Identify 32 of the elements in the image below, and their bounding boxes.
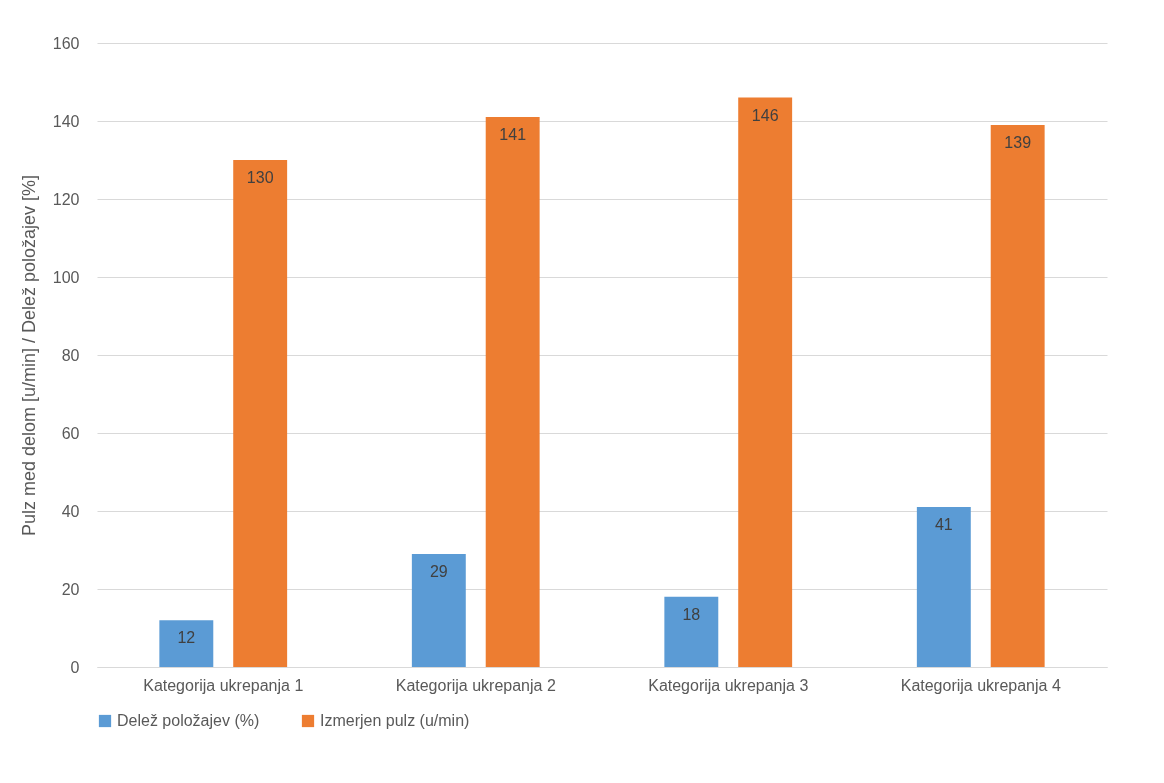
- data-label: 12: [177, 629, 196, 647]
- x-tick-label: Kategorija ukrepanja 3: [648, 676, 809, 694]
- data-label: 141: [499, 126, 527, 144]
- data-label: 139: [1004, 133, 1032, 151]
- bar: [664, 596, 719, 667]
- bar: [159, 620, 214, 667]
- legend-label: Izmerjen pulz (u/min): [320, 712, 470, 729]
- legend-label: Delež položajev (%): [117, 712, 260, 729]
- bar: [233, 160, 288, 667]
- x-tick-label: Kategorija ukrepanja 1: [143, 676, 304, 694]
- bar: [411, 553, 466, 667]
- y-tick-label: 40: [61, 502, 80, 520]
- y-tick-label: 80: [61, 346, 80, 364]
- data-label: 41: [934, 516, 953, 534]
- y-tick-label: 100: [52, 268, 80, 286]
- y-tick-label: 120: [52, 190, 80, 208]
- y-tick-label: 60: [61, 424, 80, 442]
- y-tick-label: 20: [61, 580, 80, 598]
- bar: [990, 124, 1045, 667]
- data-label: 130: [246, 169, 274, 186]
- y-tick-label: 0: [70, 658, 80, 676]
- y-tick-label: 160: [52, 34, 80, 52]
- bar: [916, 507, 971, 667]
- x-tick-label: Kategorija ukrepanja 2: [395, 676, 556, 694]
- data-label: 18: [682, 605, 701, 623]
- bar: [485, 117, 540, 667]
- data-label: 146: [751, 106, 779, 124]
- y-axis-title: Pulz med delom [u/min] / Delež položajev [%]: [18, 174, 39, 537]
- data-label: 29: [429, 562, 448, 580]
- y-tick-label: 140: [52, 112, 80, 130]
- bar: [738, 97, 793, 667]
- x-tick-label: Kategorija ukrepanja 4: [900, 676, 1061, 694]
